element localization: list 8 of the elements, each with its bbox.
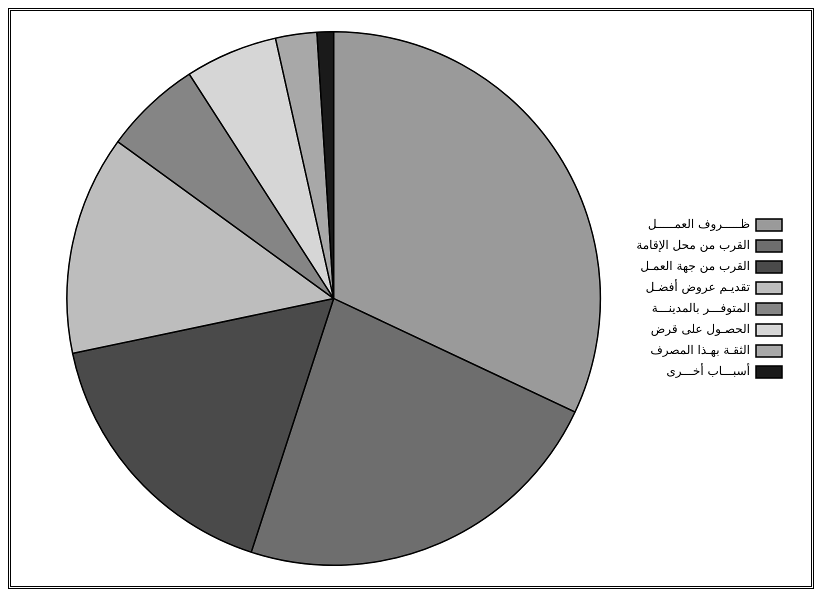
- legend-label: المتوفـــر بالمدينـــة: [652, 301, 750, 316]
- legend-label: الحصـول على قرض: [650, 322, 750, 336]
- legend-label: الثقـة بهـذا المصرف: [650, 343, 750, 358]
- legend-label: القرب من جهة العمـل: [640, 259, 750, 274]
- legend-label: ظـــــروف العمـــــل: [648, 217, 750, 232]
- legend-label: أسبـــاب أخـــرى: [666, 363, 750, 378]
- legend-label: تقديـم عروض أفضـل: [646, 279, 750, 294]
- legend-label: القرب من محل الإقامة: [636, 238, 750, 252]
